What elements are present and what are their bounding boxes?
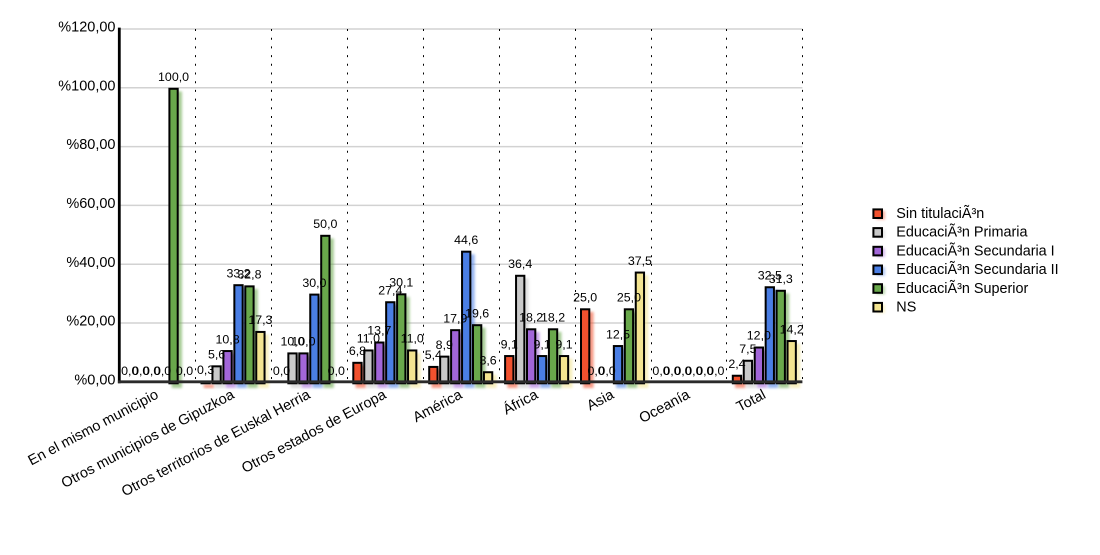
svg-text:5,4: 5,4 (425, 348, 442, 362)
svg-text:18,2: 18,2 (519, 310, 543, 324)
svg-text:0,0: 0,0 (707, 364, 724, 378)
svg-text:30,1: 30,1 (389, 276, 413, 290)
svg-text:8,9: 8,9 (436, 338, 453, 352)
svg-text:0,0: 0,0 (674, 364, 691, 378)
svg-text:30,0: 30,0 (302, 276, 326, 290)
svg-text:0,0: 0,0 (154, 364, 171, 378)
svg-text:9,1: 9,1 (533, 337, 550, 351)
svg-text:17,9: 17,9 (443, 311, 467, 325)
svg-text:32,8: 32,8 (237, 268, 261, 282)
svg-text:19,6: 19,6 (465, 306, 489, 320)
svg-text:EducaciÃ³n Secundaria II: EducaciÃ³n Secundaria II (896, 261, 1058, 278)
svg-text:17,3: 17,3 (248, 313, 272, 327)
svg-text:NS: NS (896, 300, 916, 316)
svg-text:18,2: 18,2 (541, 310, 565, 324)
svg-text:0,0: 0,0 (663, 364, 680, 378)
svg-text:%60,00: %60,00 (66, 196, 115, 212)
svg-text:31,3: 31,3 (769, 272, 793, 286)
svg-text:EducaciÃ³n Secundaria I: EducaciÃ³n Secundaria I (896, 242, 1054, 259)
svg-text:11,0: 11,0 (357, 332, 380, 346)
svg-text:EducaciÃ³n Primaria: EducaciÃ³n Primaria (896, 224, 1027, 241)
svg-text:0,0: 0,0 (587, 364, 604, 378)
svg-text:13,7: 13,7 (367, 324, 391, 338)
svg-text:10,0: 10,0 (291, 335, 315, 349)
svg-text:Sin titulaciÃ³n: Sin titulaciÃ³n (896, 205, 984, 222)
svg-text:36,4: 36,4 (508, 257, 532, 271)
svg-text:9,1: 9,1 (555, 337, 572, 351)
svg-text:0,0: 0,0 (143, 364, 160, 378)
svg-text:7,5: 7,5 (739, 342, 756, 356)
svg-text:11,0: 11,0 (401, 332, 424, 346)
svg-text:0,0: 0,0 (176, 364, 193, 378)
svg-text:%0,00: %0,00 (74, 372, 115, 388)
svg-text:14,2: 14,2 (780, 322, 804, 336)
svg-text:0,0: 0,0 (685, 364, 702, 378)
svg-text:32,5: 32,5 (758, 268, 782, 282)
svg-text:3,6: 3,6 (479, 353, 496, 367)
svg-text:10,8: 10,8 (215, 332, 239, 346)
svg-text:0,0: 0,0 (696, 364, 713, 378)
svg-text:25,0: 25,0 (573, 291, 597, 305)
svg-text:2,4: 2,4 (728, 357, 745, 371)
svg-text:0,0: 0,0 (598, 364, 615, 378)
svg-text:0,3: 0,3 (197, 363, 214, 377)
svg-text:37,5: 37,5 (628, 254, 652, 268)
svg-text:12,5: 12,5 (606, 327, 630, 341)
svg-text:6,8: 6,8 (349, 344, 366, 358)
svg-text:27,4: 27,4 (378, 283, 402, 297)
svg-text:50,0: 50,0 (313, 217, 337, 231)
svg-text:%20,00: %20,00 (66, 314, 115, 330)
svg-text:EducaciÃ³n Superior: EducaciÃ³n Superior (896, 280, 1028, 297)
svg-text:12,0: 12,0 (747, 329, 771, 343)
svg-text:0,0: 0,0 (121, 364, 138, 378)
svg-text:25,0: 25,0 (617, 291, 641, 305)
svg-text:9,1: 9,1 (501, 337, 518, 351)
svg-text:0,0: 0,0 (273, 364, 290, 378)
svg-text:%40,00: %40,00 (66, 255, 115, 271)
svg-text:100,0: 100,0 (158, 70, 189, 84)
svg-text:%120,00: %120,00 (58, 20, 115, 36)
svg-text:44,6: 44,6 (454, 233, 478, 247)
svg-text:10,0: 10,0 (280, 335, 304, 349)
svg-text:5,6: 5,6 (208, 348, 225, 362)
svg-text:0,0: 0,0 (652, 364, 669, 378)
svg-text:0,0: 0,0 (328, 364, 345, 378)
svg-text:0,0: 0,0 (132, 364, 149, 378)
svg-text:%80,00: %80,00 (66, 137, 115, 153)
svg-text:%100,00: %100,00 (58, 78, 115, 94)
svg-text:33,2: 33,2 (226, 266, 250, 280)
